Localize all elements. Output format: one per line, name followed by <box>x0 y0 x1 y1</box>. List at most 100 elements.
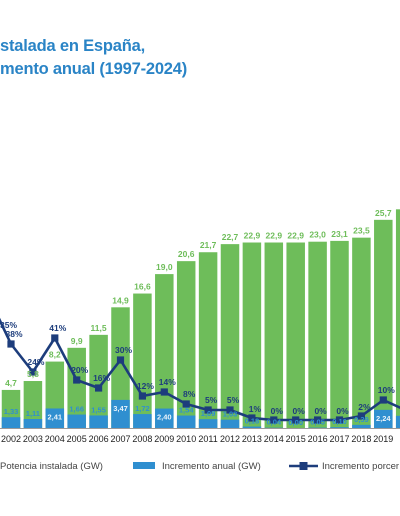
installed-label-2015: 22,9 <box>287 231 304 241</box>
percent-label-2012: 5% <box>227 395 240 405</box>
percent-marker-2016 <box>314 416 322 424</box>
increment-label-2003: 1,11 <box>26 409 40 418</box>
percent-marker-2006 <box>95 384 103 392</box>
percent-label-2011: 5% <box>205 395 218 405</box>
installed-bar-2009 <box>155 274 174 428</box>
installed-label-2007: 14,9 <box>112 295 129 305</box>
percent-label-2003: 24% <box>27 357 44 367</box>
increment-label-2011: 1,09 <box>201 409 216 418</box>
installed-bar-2010 <box>176 261 196 428</box>
percent-marker-2017 <box>335 416 344 424</box>
percent-label-2019: 10% <box>378 385 395 395</box>
legend-label-installed: Potencia instalada (GW) <box>0 461 103 472</box>
installed-label-2016: 23,0 <box>309 230 326 240</box>
percent-label-2013: 1% <box>249 404 262 414</box>
percent-marker-2011 <box>204 406 212 414</box>
increment-label-2012: 1,03 <box>223 410 238 419</box>
increment-label-2008: 1,72 <box>135 404 150 413</box>
x-tick-2015: 2015 <box>286 434 306 444</box>
increment-bar-2005 <box>67 414 86 428</box>
increment-bar-2018 <box>352 424 371 428</box>
installed-bar-2011 <box>198 252 218 428</box>
data-labels: 4,7 5,8 8,2 9,9 11,5 14,9 16,6 19,0 20,6 21,7 22,7… <box>0 208 395 427</box>
percent-label-2006: 16% <box>93 373 110 383</box>
increment-label-2009: 2,40 <box>157 413 172 422</box>
increment-bar-2002 <box>1 417 21 428</box>
installed-bar-2012 <box>220 244 240 428</box>
installed-bar-2 <box>395 209 400 428</box>
increment-label-2018: 0,39 <box>354 415 369 424</box>
percent-label-2014: 0% <box>271 406 284 416</box>
percent-label-2004: 41% <box>49 323 66 333</box>
installed-bar-2014 <box>264 242 284 428</box>
increment-bar-2009 <box>155 408 174 428</box>
x-tick-2019: 2019 <box>373 434 393 444</box>
installed-label-2006: 11,5 <box>91 323 107 333</box>
installed-label-2017: 23,1 <box>331 229 348 239</box>
x-tick-2009: 2009 <box>154 434 174 444</box>
installed-label-2018: 23,5 <box>353 226 370 236</box>
x-tick-2017: 2017 <box>329 434 349 444</box>
percent-marker-2019 <box>379 396 387 404</box>
chart-title-line-1: stalada en España, <box>0 37 145 55</box>
increment-bar-2007 <box>111 399 130 428</box>
chart-title-line-2: mento anual (1997-2024) <box>0 60 188 78</box>
increment-label-2014: 0,04 <box>266 418 281 427</box>
increment-label-2017: 0,10 <box>332 417 347 426</box>
installed-label-2008: 16,6 <box>134 282 151 292</box>
percent-label-2009: 14% <box>159 377 176 387</box>
annual-increment-bars <box>1 399 400 428</box>
installed-bar-2017 <box>330 240 349 428</box>
installed-bar-2006 <box>89 334 108 428</box>
increment-label-2002: 1,33 <box>4 407 19 416</box>
increment-label-2007: 3,47 <box>113 404 128 413</box>
percent-label-2007: 30% <box>115 345 132 355</box>
installed-label-2004: 8,2 <box>49 350 61 360</box>
increment-bar-2013 <box>242 426 262 428</box>
installed-bar-2005 <box>67 347 86 428</box>
percent-label-2017: 0% <box>336 406 349 416</box>
installed-power-bars <box>1 209 400 428</box>
x-tick-2011: 2011 <box>198 434 217 444</box>
installed-label-2013: 22,9 <box>244 231 261 241</box>
percent-marker-2010 <box>182 400 190 408</box>
legend-swatch-increment <box>133 462 155 469</box>
x-tick-2016: 2016 <box>308 434 328 444</box>
increment-bar-2019 <box>374 409 393 428</box>
installed-bar-2016 <box>308 241 327 428</box>
installed-bar-2013 <box>242 242 262 428</box>
increment-bar-2017 <box>330 427 349 428</box>
percent-marker-2005 <box>73 376 81 384</box>
x-tick-2007: 2007 <box>110 434 130 444</box>
increment-bar-2003 <box>23 419 43 428</box>
percent-label-2008: 12% <box>137 381 154 391</box>
percent-increment-line <box>0 317 400 424</box>
increment-label-2016: 0,05 <box>310 418 325 427</box>
percent-marker-2012 <box>226 406 234 414</box>
percent-marker-2009 <box>160 388 168 396</box>
percent-marker-2002 <box>7 340 15 348</box>
legend-markers <box>133 462 318 470</box>
increment-bar-2012 <box>220 419 240 428</box>
installed-label-2005: 9,9 <box>71 336 83 346</box>
legend-swatch-percent-marker <box>299 462 308 470</box>
installed-bar-2003 <box>23 381 43 428</box>
x-tick-2008: 2008 <box>132 434 152 444</box>
percent-marker-2018 <box>357 412 365 420</box>
increment-bar-2011 <box>198 419 218 428</box>
x-tick-2004: 2004 <box>45 434 65 444</box>
percent-label-2010: 8% <box>183 389 196 399</box>
x-axis: 2002 2003 2004 2005 2006 2007 2008 2009 2010 2011… <box>0 428 400 444</box>
x-tick-2003: 2003 <box>23 434 43 444</box>
legend-label-increment: Incremento anual (GW) <box>162 461 261 472</box>
installed-bar-2015 <box>286 242 305 428</box>
installed-label-2011: 21,7 <box>200 240 217 250</box>
increment-bar-2006 <box>89 415 108 428</box>
increment-label-2013: 0,18 <box>245 417 260 426</box>
x-tick-2005: 2005 <box>67 434 87 444</box>
percent-label-2018: 2% <box>358 402 371 412</box>
increment-label-2010: 1,54 <box>179 406 194 415</box>
installed-label-2010: 20,6 <box>178 249 195 259</box>
installed-bar-2018 <box>352 237 371 428</box>
increment-label-2015: 0,00 <box>288 418 303 427</box>
